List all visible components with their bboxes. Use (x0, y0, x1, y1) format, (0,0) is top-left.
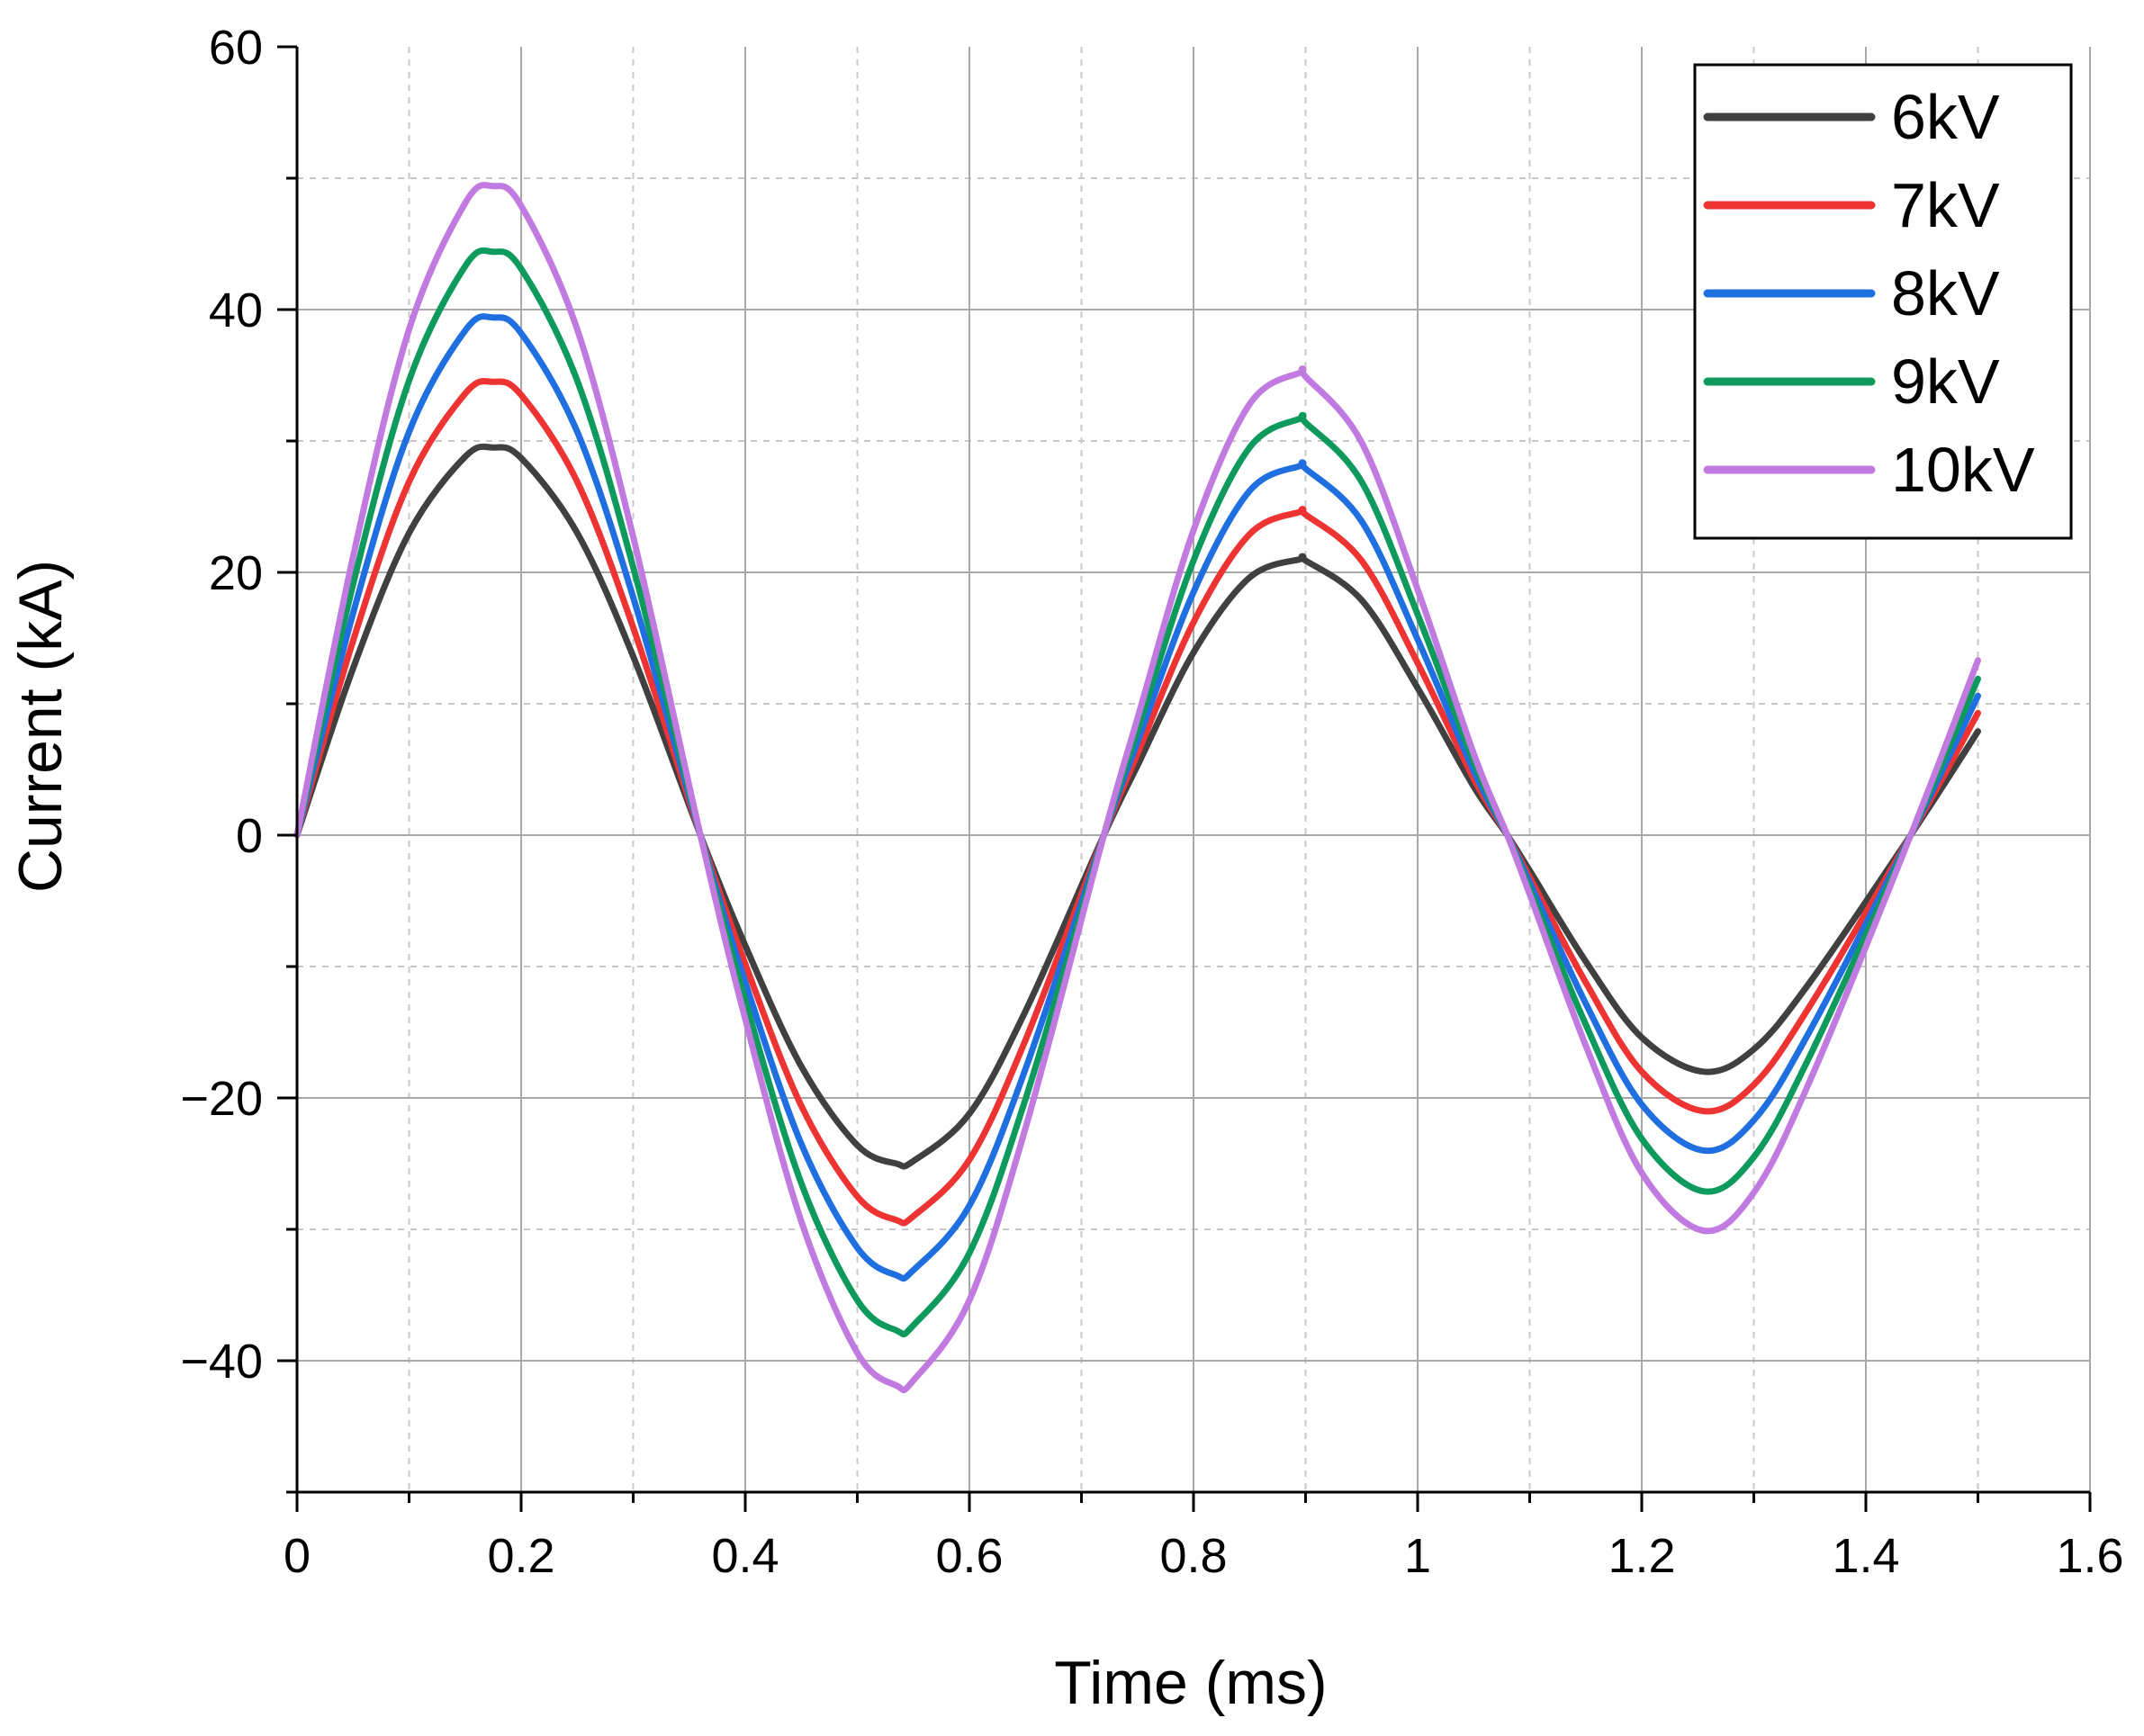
x-tick-label: 0.2 (487, 1529, 554, 1583)
y-tick-label: 40 (209, 283, 263, 337)
legend: 6kV 7kV 8kV 9kV 10kV (1693, 63, 2073, 540)
y-tick-label: 0 (236, 809, 263, 863)
x-tick-label: 0 (284, 1529, 311, 1583)
x-tick-label: 1.6 (2056, 1529, 2123, 1583)
legend-label-10kv: 10kV (1891, 435, 2035, 505)
y-tick-label: 60 (209, 21, 263, 75)
y-tick-label: −20 (180, 1072, 263, 1126)
x-axis-title: Time (ms) (1054, 1649, 1327, 1717)
x-tick-label: 0.6 (935, 1529, 1003, 1583)
x-tick-label: 0.8 (1159, 1529, 1227, 1583)
y-tick-label: −40 (180, 1335, 263, 1389)
legend-label-9kv: 9kV (1891, 346, 2000, 417)
x-tick-label: 1 (1404, 1529, 1431, 1583)
series-line-10kv (293, 182, 1981, 1394)
legend-label-8kv: 8kV (1891, 258, 2000, 328)
legend-box (1693, 63, 2073, 540)
x-tick-label: 0.4 (711, 1529, 779, 1583)
tick-labels: 0 0.2 0.4 0.6 0.8 1 1.2 1.4 1.6 −40 −20 0 20 40 60 (180, 21, 2123, 1583)
y-axis-title: Current (kA) (6, 560, 75, 893)
x-tick-label: 1.4 (1832, 1529, 1899, 1583)
legend-label-6kv: 6kV (1891, 82, 2000, 152)
x-tick-label: 1.2 (1608, 1529, 1675, 1583)
axes (277, 45, 2092, 1512)
series-layer (293, 182, 1981, 1394)
legend-label-7kv: 7kV (1891, 170, 2000, 240)
y-tick-label: 20 (209, 546, 263, 600)
